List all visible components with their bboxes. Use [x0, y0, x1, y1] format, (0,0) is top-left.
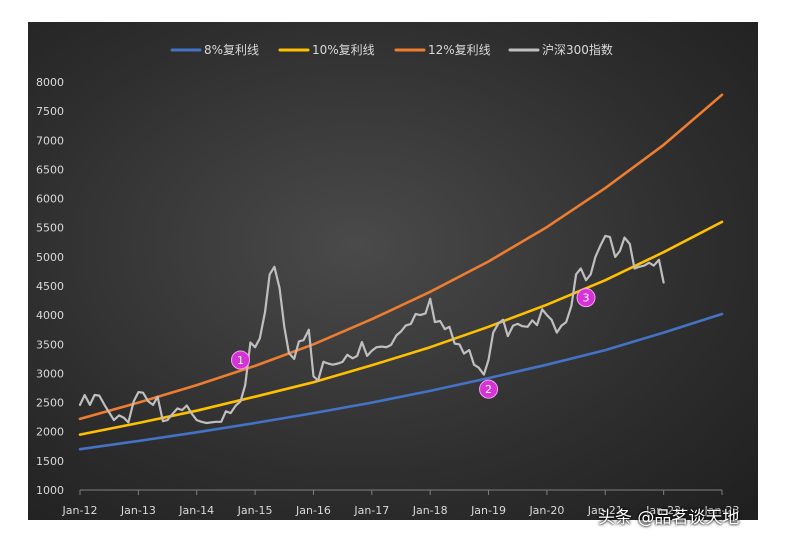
- y-tick-label: 2500: [36, 397, 64, 410]
- series-line-2: [78, 93, 724, 421]
- x-tick-label: Jan-20: [528, 504, 564, 517]
- annotation-marker: [576, 288, 596, 308]
- annotation-label: 2: [485, 383, 492, 396]
- y-tick-label: 7500: [36, 105, 64, 118]
- y-tick-label: 3000: [36, 367, 64, 380]
- x-tick-label: Jan-12: [62, 504, 98, 517]
- legend-entry: 12%复利线: [428, 43, 491, 57]
- x-tick-label: Jan-19: [470, 504, 506, 517]
- annotation-marker: [231, 350, 250, 370]
- x-tick-label: Jan-14: [178, 504, 214, 517]
- annotation-label: 1: [237, 354, 244, 367]
- x-tick-label: Jan-17: [353, 504, 389, 517]
- y-tick-label: 3500: [36, 338, 64, 351]
- y-tick-label: 6000: [36, 193, 64, 206]
- y-tick-label: 8000: [36, 76, 64, 89]
- x-tick-label: Jan-23: [704, 504, 740, 517]
- x-tick-label: Jan-13: [120, 504, 156, 517]
- x-tick-label: Jan-21: [587, 504, 623, 517]
- legend-entry: 10%复利线: [312, 43, 375, 57]
- series-line-0: [78, 312, 724, 451]
- y-tick-label: 6500: [36, 163, 64, 176]
- series-line-1: [78, 220, 724, 436]
- watermark-text: 头条 @品茗谈天地: [598, 508, 740, 528]
- legend-entry: 8%复利线: [204, 43, 259, 57]
- y-tick-label: 1500: [36, 455, 64, 468]
- y-tick-label: 5000: [36, 251, 64, 264]
- y-tick-label: 5500: [36, 222, 64, 235]
- y-tick-label: 7000: [36, 134, 64, 147]
- y-tick-label: 4000: [36, 309, 64, 322]
- chart-plot-area: [28, 22, 758, 520]
- x-tick-label: Jan-22: [645, 504, 681, 517]
- y-tick-label: 2000: [36, 426, 64, 439]
- annotation-marker: [479, 379, 499, 399]
- x-tick-label: Jan-16: [295, 504, 331, 517]
- series-line-3: [78, 234, 665, 425]
- y-tick-label: 4500: [36, 280, 64, 293]
- x-tick-label: Jan-15: [237, 504, 273, 517]
- legend-entry: 沪深300指数: [542, 42, 613, 57]
- x-tick-label: Jan-18: [412, 504, 448, 517]
- annotation-label: 3: [583, 292, 590, 305]
- y-tick-label: 1000: [36, 484, 64, 497]
